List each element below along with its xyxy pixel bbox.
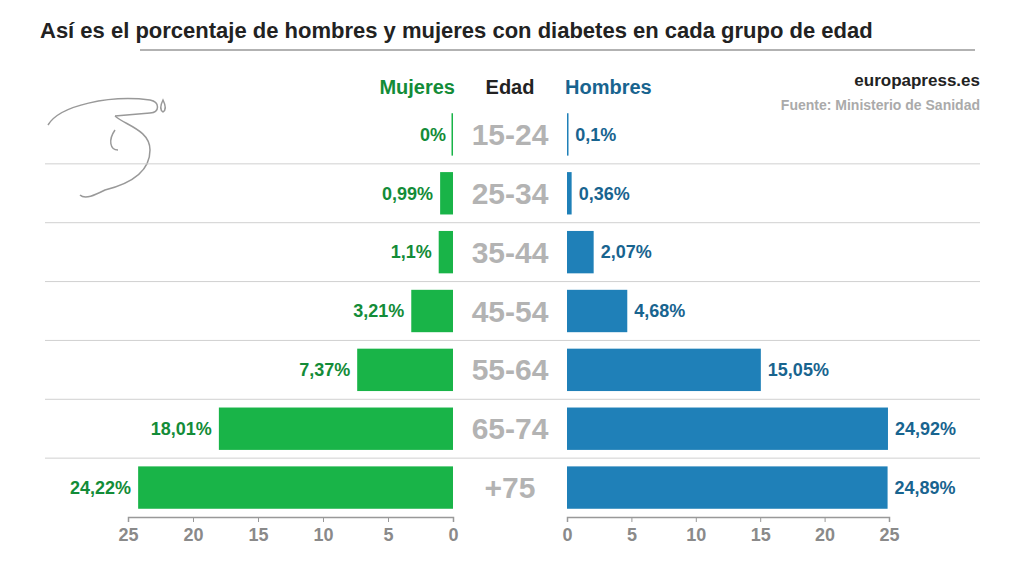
- series-header: Hombres: [565, 76, 652, 98]
- data-label: 24,89%: [895, 478, 956, 498]
- bars: [138, 113, 453, 509]
- tick-mark: [128, 517, 129, 522]
- chart: Así es el porcentaje de hombres y mujere…: [0, 0, 1024, 576]
- tick-label: 5: [627, 525, 637, 545]
- tick: 5: [383, 517, 393, 545]
- row-separator: [45, 340, 980, 341]
- category-labels: 15-24 25-34 35-44 45-54 55-64 65-74 +75: [472, 118, 549, 504]
- category-label: 15-24: [472, 118, 549, 151]
- bar: [567, 408, 888, 450]
- category-label: 55-64: [472, 353, 549, 386]
- bar: [567, 290, 627, 332]
- tick-label: 0: [448, 525, 458, 545]
- tick-label: 0: [562, 525, 572, 545]
- category-label: 25-34: [472, 177, 549, 210]
- category-label: 45-54: [472, 295, 549, 328]
- tick: 5: [627, 517, 637, 545]
- tick-mark: [388, 517, 389, 522]
- tick-label: 20: [815, 525, 835, 545]
- bar: [440, 172, 453, 214]
- category-label: 65-74: [472, 412, 549, 445]
- tick-label: 25: [118, 525, 138, 545]
- category-label: 35-44: [472, 236, 549, 269]
- row-separator: [45, 399, 980, 400]
- data-label: 7,37%: [299, 360, 350, 380]
- bars: [567, 113, 888, 509]
- data-label: 2,07%: [601, 242, 652, 262]
- bar: [567, 349, 761, 391]
- data-label: 24,92%: [895, 419, 956, 439]
- data-label: 0,1%: [575, 125, 616, 145]
- axis-line: [568, 518, 890, 523]
- data-label: 18,01%: [151, 419, 212, 439]
- tick: 0: [448, 517, 458, 545]
- icon: [48, 99, 165, 197]
- title-rule: [140, 49, 975, 50]
- tick: 15: [248, 517, 268, 545]
- bar: [452, 113, 454, 155]
- title: Así es el porcentaje de hombres y mujere…: [40, 18, 873, 43]
- data-label: 0,36%: [579, 184, 630, 204]
- data-label: 4,68%: [634, 301, 685, 321]
- tick-label: 15: [248, 525, 268, 545]
- tick-label: 20: [183, 525, 203, 545]
- tick: 15: [751, 517, 771, 545]
- tick-label: 5: [383, 525, 393, 545]
- data-label: 0%: [420, 125, 446, 145]
- axis-line: [129, 518, 454, 523]
- bar: [357, 349, 453, 391]
- x-axis: 0 5 10 15 20 25: [118, 517, 458, 545]
- tick-label: 10: [686, 525, 706, 545]
- bar: [439, 231, 453, 273]
- row-separator: [45, 222, 980, 223]
- tick: 20: [183, 517, 203, 545]
- tick: 0: [562, 517, 572, 545]
- data-label: 3,21%: [353, 301, 404, 321]
- tick-mark: [323, 517, 324, 522]
- data-label: 0,99%: [382, 184, 433, 204]
- tick-mark: [825, 517, 826, 522]
- tick-label: 10: [313, 525, 333, 545]
- data-label: 1,1%: [391, 242, 432, 262]
- source-brand: europapress.es: [854, 71, 980, 90]
- category-label: +75: [485, 471, 536, 504]
- tick: 25: [879, 517, 899, 545]
- tick-mark: [696, 517, 697, 522]
- tick-mark: [889, 517, 890, 522]
- tick-label: 15: [751, 525, 771, 545]
- row-separator: [45, 163, 980, 164]
- bar: [567, 172, 572, 214]
- bar: [567, 231, 594, 273]
- row-separator: [45, 458, 980, 459]
- tick-mark: [631, 517, 632, 522]
- tick: 25: [118, 517, 138, 545]
- tick: 20: [815, 517, 835, 545]
- series-header: Mujeres: [379, 76, 455, 98]
- tick: 10: [686, 517, 706, 545]
- category-header: Edad: [486, 76, 535, 98]
- data-label: 24,22%: [70, 478, 131, 498]
- tick-label: 25: [879, 525, 899, 545]
- tick-mark: [760, 517, 761, 522]
- x-axis: 0 5 10 15 20 25: [562, 517, 899, 545]
- bar: [567, 466, 888, 508]
- data-labels: 0,1% 0,36% 2,07% 4,68% 15,05% 24,92% 24,89%: [575, 125, 956, 498]
- bar: [567, 113, 569, 155]
- bar: [138, 466, 453, 508]
- tick-mark: [193, 517, 194, 522]
- bar: [411, 290, 453, 332]
- data-label: 15,05%: [768, 360, 829, 380]
- tick-mark: [258, 517, 259, 522]
- data-labels: 0% 0,99% 1,1% 3,21% 7,37% 18,01% 24,22%: [70, 125, 446, 498]
- tick-mark: [453, 517, 454, 522]
- source-note: Fuente: Ministerio de Sanidad: [781, 97, 980, 113]
- tick-mark: [567, 517, 568, 522]
- row-separators: [45, 164, 980, 458]
- tick: 10: [313, 517, 333, 545]
- row-separator: [45, 281, 980, 282]
- bar: [219, 408, 453, 450]
